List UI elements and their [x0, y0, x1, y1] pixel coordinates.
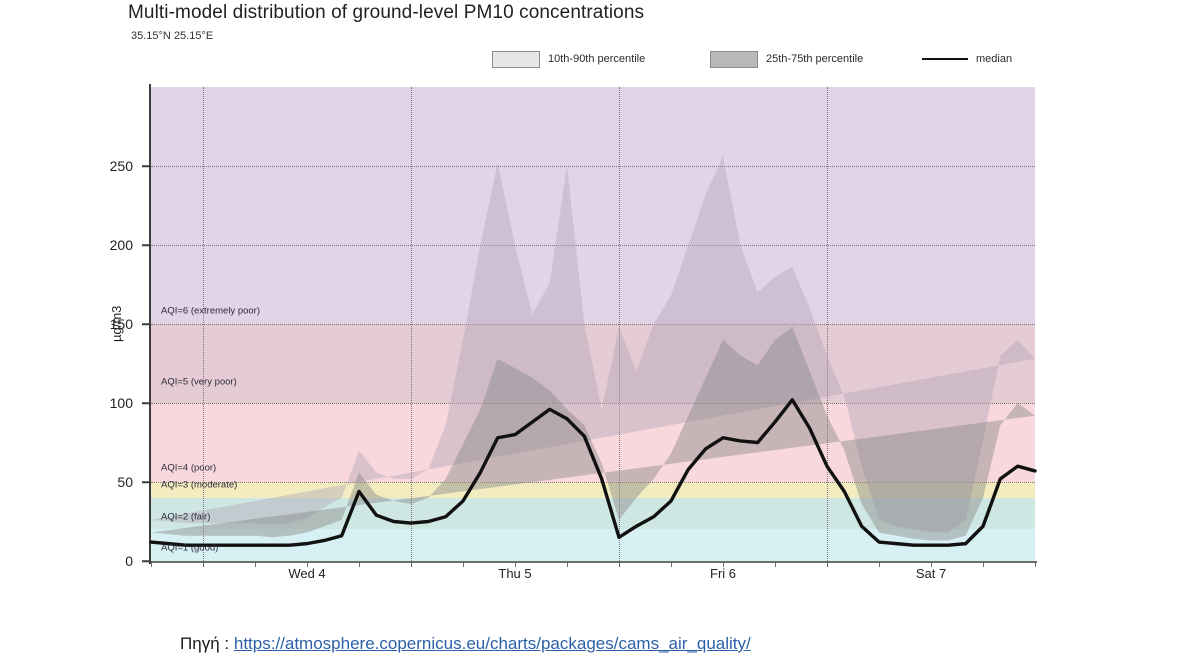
x-axis-line — [151, 561, 1037, 563]
x-tick-mark — [411, 561, 412, 567]
legend-label-10th-90th: 10th-90th percentile — [548, 53, 646, 65]
y-tick-mark — [142, 481, 151, 483]
y-tick-label: 50 — [117, 474, 133, 490]
aqi-band-2 — [151, 497, 1035, 530]
gridline-vertical — [203, 87, 204, 561]
x-tick-mark — [567, 561, 568, 567]
aqi-band-label: AQI=6 (extremely poor) — [161, 305, 260, 317]
x-tick-mark — [983, 561, 984, 567]
x-tick-mark — [827, 561, 828, 567]
aqi-band-3 — [151, 482, 1035, 498]
x-tick-mark — [515, 561, 516, 567]
y-tick-mark — [142, 402, 151, 404]
y-tick-mark — [142, 323, 151, 325]
y-tick-mark — [142, 165, 151, 167]
aqi-band-label: AQI=3 (moderate) — [161, 479, 238, 491]
gridline-horizontal — [151, 245, 1035, 246]
x-tick-mark — [723, 561, 724, 567]
x-tick-label: Thu 5 — [498, 566, 532, 581]
x-tick-label: Sat 7 — [915, 566, 947, 581]
source-prefix: Πηγή : — [180, 634, 234, 653]
legend-label-median: median — [976, 53, 1013, 65]
gridline-vertical — [411, 87, 412, 561]
series-band-10-90 — [151, 156, 1035, 533]
x-tick-mark — [307, 561, 308, 567]
legend-swatch-25th-75th — [710, 50, 758, 68]
gridline-horizontal — [151, 324, 1035, 325]
x-tick-mark — [463, 561, 464, 567]
legend-item-median: median — [922, 48, 1012, 70]
series-band-25-75 — [151, 327, 1035, 541]
series-svg — [149, 156, 1037, 547]
legend-item-p1090: 10th-90th percentile — [492, 48, 645, 70]
y-tick-label: 100 — [109, 395, 133, 411]
gridline-vertical — [619, 87, 620, 561]
gridline-horizontal — [151, 482, 1035, 483]
source-line: Πηγή : https://atmosphere.copernicus.eu/… — [180, 634, 751, 654]
y-tick-label: 250 — [109, 158, 133, 174]
series-line-median — [149, 398, 1037, 547]
x-tick-mark — [775, 561, 776, 567]
aqi-band-4 — [151, 403, 1035, 482]
aqi-band-5 — [151, 324, 1035, 403]
legend-swatch-10th-90th — [492, 50, 540, 68]
x-tick-mark — [151, 561, 152, 567]
y-tick-mark — [142, 560, 151, 562]
aqi-band-label: AQI=4 (poor) — [161, 462, 217, 474]
chart-subtitle: 35.15°N 25.15°E — [131, 30, 214, 42]
x-tick-mark — [619, 561, 620, 567]
gridline-vertical — [827, 87, 828, 561]
aqi-band-label: AQI=2 (fair) — [161, 511, 211, 523]
legend-item-p2575: 25th-75th percentile — [710, 48, 863, 70]
legend-label-25th-75th: 25th-75th percentile — [766, 53, 864, 65]
x-tick-label: Fri 6 — [710, 566, 736, 581]
gridline-horizontal — [151, 166, 1035, 167]
y-tick-mark — [142, 244, 151, 246]
x-tick-mark — [1035, 561, 1036, 567]
x-tick-mark — [931, 561, 932, 567]
plot-area: AQI=6 (extremely poor) AQI=5 (very poor) A… — [109, 87, 1037, 561]
chart-legend: 10th-90th percentile 25th-75th percentil… — [492, 48, 1040, 70]
y-tick-label: 0 — [125, 553, 133, 569]
x-tick-mark — [203, 561, 204, 567]
x-tick-mark — [255, 561, 256, 567]
x-tick-label: Wed 4 — [288, 566, 326, 581]
y-tick-label: 150 — [109, 316, 133, 332]
legend-swatch-median — [922, 58, 968, 60]
aqi-band-label: AQI=1 (good) — [161, 542, 219, 554]
x-tick-mark — [671, 561, 672, 567]
chart-title: Multi-model distribution of ground-level… — [128, 2, 645, 23]
x-tick-mark — [359, 561, 360, 567]
y-tick-label: 200 — [109, 237, 133, 253]
aqi-band-6 — [151, 87, 1035, 324]
aqi-band-label: AQI=5 (very poor) — [161, 376, 237, 388]
x-tick-mark — [879, 561, 880, 567]
source-link[interactable]: https://atmosphere.copernicus.eu/charts/… — [233, 634, 751, 653]
gridline-horizontal — [151, 403, 1035, 404]
